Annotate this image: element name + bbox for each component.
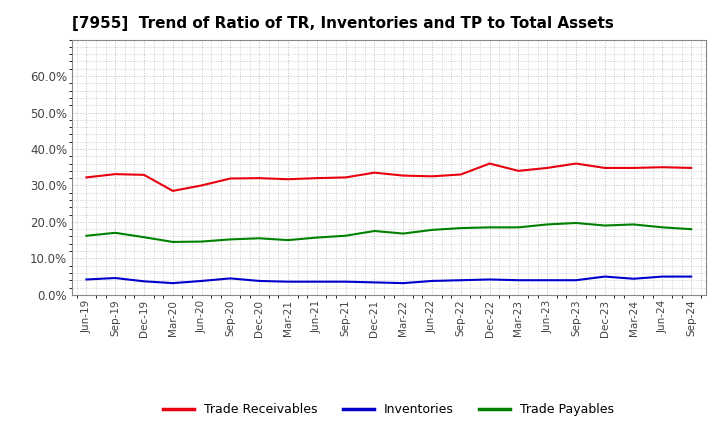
Inventories bbox=[629, 276, 638, 282]
Inventories bbox=[341, 279, 350, 284]
Trade Receivables bbox=[341, 175, 350, 180]
Trade Payables bbox=[399, 231, 408, 236]
Trade Receivables bbox=[658, 165, 667, 170]
Inventories bbox=[111, 275, 120, 281]
Line: Trade Payables: Trade Payables bbox=[86, 223, 691, 242]
Trade Payables bbox=[543, 222, 552, 227]
Trade Receivables bbox=[82, 175, 91, 180]
Inventories bbox=[600, 274, 609, 279]
Trade Payables bbox=[629, 222, 638, 227]
Trade Receivables bbox=[255, 176, 264, 181]
Trade Payables bbox=[572, 220, 580, 226]
Trade Receivables bbox=[600, 165, 609, 171]
Inventories bbox=[312, 279, 321, 284]
Trade Payables bbox=[658, 225, 667, 230]
Inventories bbox=[514, 278, 523, 283]
Inventories bbox=[399, 280, 408, 286]
Trade Receivables bbox=[629, 165, 638, 171]
Trade Receivables bbox=[312, 176, 321, 181]
Inventories bbox=[255, 279, 264, 284]
Trade Payables bbox=[370, 228, 379, 234]
Trade Receivables bbox=[485, 161, 494, 166]
Trade Receivables bbox=[399, 173, 408, 178]
Inventories bbox=[168, 280, 177, 286]
Inventories bbox=[82, 277, 91, 282]
Trade Payables bbox=[197, 239, 206, 244]
Inventories bbox=[428, 279, 436, 284]
Trade Payables bbox=[514, 225, 523, 230]
Trade Payables bbox=[82, 233, 91, 238]
Trade Receivables bbox=[226, 176, 235, 181]
Trade Payables bbox=[687, 227, 696, 232]
Inventories bbox=[687, 274, 696, 279]
Trade Payables bbox=[485, 225, 494, 230]
Text: [7955]  Trend of Ratio of TR, Inventories and TP to Total Assets: [7955] Trend of Ratio of TR, Inventories… bbox=[72, 16, 614, 32]
Inventories bbox=[658, 274, 667, 279]
Line: Inventories: Inventories bbox=[86, 277, 691, 283]
Trade Payables bbox=[456, 225, 465, 231]
Trade Receivables bbox=[140, 172, 148, 177]
Trade Receivables bbox=[284, 176, 292, 182]
Trade Payables bbox=[284, 238, 292, 243]
Inventories bbox=[370, 280, 379, 285]
Trade Payables bbox=[168, 239, 177, 245]
Trade Receivables bbox=[111, 172, 120, 177]
Legend: Trade Receivables, Inventories, Trade Payables: Trade Receivables, Inventories, Trade Pa… bbox=[158, 398, 619, 421]
Trade Payables bbox=[255, 236, 264, 241]
Inventories bbox=[485, 277, 494, 282]
Trade Payables bbox=[341, 233, 350, 238]
Trade Payables bbox=[140, 235, 148, 240]
Trade Receivables bbox=[514, 168, 523, 173]
Trade Receivables bbox=[197, 183, 206, 188]
Inventories bbox=[572, 278, 580, 283]
Trade Payables bbox=[226, 237, 235, 242]
Trade Receivables bbox=[428, 174, 436, 179]
Trade Receivables bbox=[168, 188, 177, 194]
Inventories bbox=[284, 279, 292, 284]
Inventories bbox=[197, 279, 206, 284]
Inventories bbox=[456, 278, 465, 283]
Trade Receivables bbox=[543, 165, 552, 171]
Line: Trade Receivables: Trade Receivables bbox=[86, 164, 691, 191]
Trade Payables bbox=[111, 230, 120, 235]
Trade Receivables bbox=[370, 170, 379, 175]
Trade Payables bbox=[428, 227, 436, 233]
Trade Receivables bbox=[572, 161, 580, 166]
Trade Receivables bbox=[687, 165, 696, 171]
Inventories bbox=[140, 279, 148, 284]
Trade Payables bbox=[312, 235, 321, 240]
Trade Receivables bbox=[456, 172, 465, 177]
Inventories bbox=[543, 278, 552, 283]
Trade Payables bbox=[600, 223, 609, 228]
Inventories bbox=[226, 276, 235, 281]
